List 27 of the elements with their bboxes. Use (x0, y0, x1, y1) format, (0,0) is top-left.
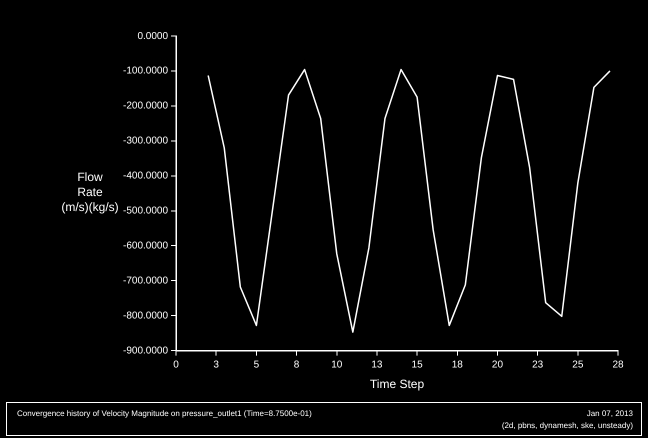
x-tick-label: 23 (532, 359, 544, 370)
x-tick-label: 28 (612, 359, 624, 370)
x-tick-label: 25 (572, 359, 584, 370)
x-tick-label: 13 (371, 359, 383, 370)
x-tick-label: 3 (213, 359, 220, 370)
y-tick-label: -800.0000 (122, 310, 168, 322)
text: Jan 07, 2013 (586, 409, 633, 418)
y-tick-label: -200.0000 (122, 100, 168, 112)
text: (2d, pbns, dynamesh, ske, unsteady) (502, 421, 633, 430)
x-tick-label: 20 (492, 359, 504, 370)
y-tick-label: -300.0000 (122, 136, 168, 147)
x-tick-label: 0 (173, 359, 180, 370)
y-tick-label: -400.0000 (122, 170, 168, 182)
x-tick-label: 10 (331, 359, 343, 370)
y-tick-label: -600.0000 (122, 240, 168, 252)
y-tick-label: 0.0000 (137, 30, 168, 42)
y-axis-title: Flow Rate (m/s)(kg/s) (61, 170, 119, 214)
y-tick-label: -100.0000 (122, 66, 168, 77)
y-tick-label: -500.0000 (122, 206, 168, 217)
x-tick-label: 8 (294, 359, 300, 370)
x-tick-label: 5 (254, 359, 260, 370)
x-axis-title: Time Step (370, 377, 424, 392)
x-tick-label: 15 (412, 359, 424, 370)
y-tick-label: -700.0000 (122, 275, 168, 286)
y-tick-label: -900.0000 (122, 345, 168, 356)
text: Convergence history of Velocity Magnitude on pressure_outlet1 (Time=8.7500e-01) (17, 409, 312, 418)
x-tick-label: 18 (452, 359, 464, 370)
